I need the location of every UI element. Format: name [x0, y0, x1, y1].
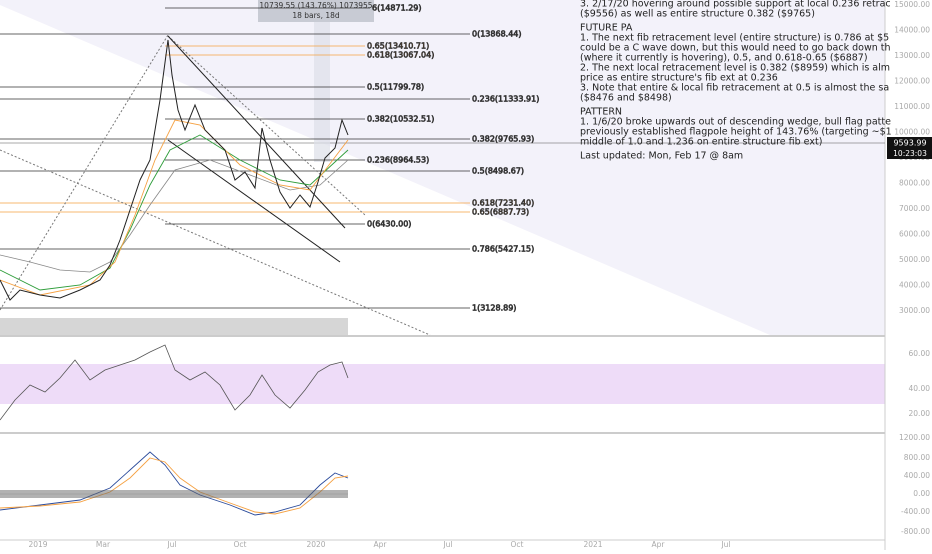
fib-label: 0.382(9765.93): [472, 135, 534, 144]
time-label: 2021: [583, 540, 602, 549]
note-line: ($8476 and $8498): [580, 93, 672, 104]
countdown: 10:23:03: [893, 149, 927, 158]
wedge-line: [167, 35, 346, 229]
time-label: Jul: [720, 540, 730, 549]
note-line: middle of 1.0 and 1.236 on entire struct…: [580, 137, 822, 148]
note-line: previously established flagpole height o…: [580, 127, 892, 138]
price: [0, 39, 349, 301]
note-line: 1. 1/6/20 broke upwards out of descendin…: [580, 117, 891, 128]
rsi: [0, 344, 349, 421]
ma: [0, 134, 349, 291]
note-line: (where it currently is hovering), 0.5, a…: [580, 53, 868, 64]
wedge-line: [167, 139, 341, 263]
note-line: Last updated: Mon, Feb 17 @ 8am: [580, 151, 743, 162]
price-label: 15000.00: [894, 0, 930, 9]
ma: [0, 119, 349, 296]
price-label: 5000.00: [899, 255, 930, 264]
trend-line: [0, 149, 431, 336]
time-label: Jul: [442, 540, 452, 549]
time-label: Oct: [511, 540, 524, 549]
fib-label: 0.618(7231.40): [472, 199, 534, 208]
rsi-label: 60.00: [909, 349, 931, 358]
price-label: 4000.00: [899, 281, 930, 290]
fib-label: 0.65(6887.73): [472, 208, 529, 217]
fib-label: 0(13868.44): [472, 30, 522, 39]
macd-signal: [0, 457, 349, 515]
fib-label: 0.5(11799.78): [367, 83, 424, 92]
note-line: 1. The next fib retracement level (entir…: [580, 33, 889, 44]
fib-label: 0.236(8964.53): [367, 156, 429, 165]
note-line: PATTERN: [580, 107, 622, 118]
macd-label: -400.00: [901, 507, 930, 516]
price-tag: [887, 137, 932, 149]
note-line: 2. The next local retracement level is 0…: [580, 63, 890, 74]
time-label: Oct: [234, 540, 247, 549]
volume: [0, 318, 348, 335]
price-label: 11000.00: [894, 102, 930, 111]
note-line: 3. Note that entire & local fib retracem…: [580, 83, 889, 94]
tooltip-text: 18 bars, 18d: [292, 11, 340, 20]
trend-line: [167, 35, 366, 216]
countdown-tag: [887, 149, 932, 159]
fib-label: 0.382(10532.51): [367, 115, 434, 124]
price-label: 14000.00: [894, 26, 930, 35]
note-line: could be a C wave down, but this would n…: [580, 43, 891, 54]
price-label: 8000.00: [899, 179, 930, 188]
price-label: 13000.00: [894, 51, 930, 60]
rsi-label: 40.00: [909, 384, 931, 393]
ma: [0, 159, 349, 273]
price-label: 10000.00: [894, 128, 930, 137]
price-label: 3000.00: [899, 306, 930, 315]
macd-label: 400.00: [904, 471, 930, 480]
time-label: Mar: [96, 540, 111, 549]
time-label: Apr: [374, 540, 388, 549]
macd-label: -800.00: [901, 527, 930, 536]
fib-label: 0.786(5427.15): [472, 245, 534, 254]
note-line: price as entire structure's fib ext at 0…: [580, 73, 778, 84]
macd: [0, 451, 349, 516]
price-label: 12000.00: [894, 77, 930, 86]
histogram: [0, 490, 348, 498]
fib-label: 0(6430.00): [367, 220, 411, 229]
note-line: 3. 2/17/20 hovering around possible supp…: [580, 0, 891, 10]
fib-label: 0.5(8498.67): [472, 167, 524, 176]
fib-label: 6(14871.29): [372, 4, 422, 13]
price-label: 6000.00: [899, 230, 930, 239]
time-label: 2020: [306, 540, 325, 549]
macd-label: 1200.00: [899, 433, 930, 442]
tooltip-text: 10739.55 (143.76%) 1073955: [259, 1, 372, 10]
note-line: ($9556) as well as entire structure 0.38…: [580, 9, 815, 20]
rsi-label: 20.00: [909, 409, 931, 418]
fib-label: 0.65(13410.71): [367, 42, 429, 51]
time-label: Jul: [166, 540, 176, 549]
price-label: 7000.00: [899, 204, 930, 213]
trend-line: [0, 34, 169, 311]
time-label: 2019: [28, 540, 47, 549]
fib-label: 0.236(11333.91): [472, 95, 539, 104]
note-line: FUTURE PA: [580, 23, 633, 34]
macd-label: 800.00: [904, 453, 930, 462]
rsi-band: [0, 364, 885, 404]
last-price: 9593.99: [893, 139, 926, 148]
fib-label: 0.618(13067.04): [367, 51, 434, 60]
shade: [0, 0, 885, 335]
macd-label: 0.00: [913, 489, 930, 498]
time-label: Apr: [652, 540, 666, 549]
fib-label: 1(3128.89): [472, 304, 516, 313]
tooltip: [258, 0, 374, 22]
